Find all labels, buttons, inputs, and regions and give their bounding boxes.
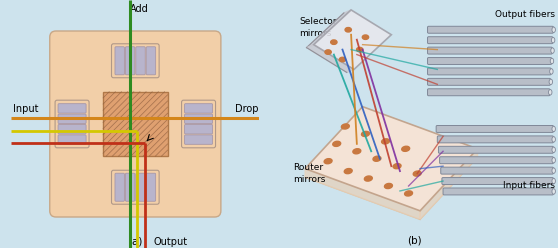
Ellipse shape: [405, 191, 412, 196]
Text: Selector
mirrors: Selector mirrors: [300, 17, 337, 38]
Ellipse shape: [341, 124, 349, 129]
Ellipse shape: [550, 69, 553, 74]
Ellipse shape: [551, 48, 554, 53]
Ellipse shape: [331, 40, 337, 44]
FancyBboxPatch shape: [185, 104, 213, 113]
FancyBboxPatch shape: [126, 173, 135, 201]
Ellipse shape: [552, 168, 555, 173]
FancyBboxPatch shape: [427, 47, 552, 54]
Ellipse shape: [382, 139, 389, 144]
FancyBboxPatch shape: [112, 170, 159, 204]
FancyBboxPatch shape: [126, 47, 135, 75]
FancyBboxPatch shape: [58, 104, 86, 113]
FancyBboxPatch shape: [437, 136, 554, 143]
Text: Router
mirrors: Router mirrors: [294, 163, 326, 184]
FancyBboxPatch shape: [442, 178, 554, 185]
Ellipse shape: [353, 149, 361, 154]
Polygon shape: [305, 169, 420, 219]
Ellipse shape: [373, 156, 381, 161]
Polygon shape: [306, 45, 354, 72]
FancyBboxPatch shape: [439, 146, 554, 153]
Ellipse shape: [402, 146, 410, 151]
FancyBboxPatch shape: [58, 124, 86, 134]
Ellipse shape: [362, 131, 369, 136]
FancyBboxPatch shape: [58, 114, 86, 124]
Ellipse shape: [552, 27, 555, 32]
FancyBboxPatch shape: [112, 44, 159, 78]
Ellipse shape: [549, 90, 552, 95]
Ellipse shape: [325, 50, 331, 54]
FancyBboxPatch shape: [146, 47, 156, 75]
FancyBboxPatch shape: [427, 58, 552, 64]
FancyBboxPatch shape: [427, 89, 550, 96]
Polygon shape: [306, 10, 351, 48]
Text: Drop: Drop: [234, 104, 258, 114]
Polygon shape: [420, 149, 478, 219]
FancyBboxPatch shape: [115, 47, 124, 75]
Text: Input fibers: Input fibers: [503, 182, 555, 190]
FancyBboxPatch shape: [136, 173, 145, 201]
FancyBboxPatch shape: [185, 124, 213, 134]
FancyBboxPatch shape: [136, 47, 145, 75]
FancyBboxPatch shape: [181, 100, 215, 148]
Ellipse shape: [549, 79, 552, 85]
Ellipse shape: [345, 28, 352, 32]
Text: Output fibers: Output fibers: [495, 10, 555, 19]
FancyBboxPatch shape: [443, 188, 554, 195]
Ellipse shape: [384, 184, 392, 188]
FancyBboxPatch shape: [427, 26, 554, 33]
FancyBboxPatch shape: [427, 78, 551, 85]
Ellipse shape: [324, 159, 332, 164]
Ellipse shape: [552, 189, 555, 194]
FancyBboxPatch shape: [436, 125, 554, 132]
Polygon shape: [314, 10, 391, 69]
FancyBboxPatch shape: [50, 31, 221, 217]
Text: Input: Input: [13, 104, 38, 114]
FancyBboxPatch shape: [427, 68, 551, 75]
Ellipse shape: [339, 57, 345, 62]
FancyBboxPatch shape: [440, 157, 554, 164]
Bar: [103, 92, 167, 156]
Ellipse shape: [551, 37, 555, 43]
Ellipse shape: [552, 157, 555, 163]
FancyBboxPatch shape: [185, 135, 213, 144]
Ellipse shape: [552, 126, 555, 132]
Ellipse shape: [552, 147, 555, 153]
FancyBboxPatch shape: [185, 114, 213, 124]
FancyBboxPatch shape: [146, 173, 156, 201]
Ellipse shape: [357, 47, 363, 52]
Text: (a): (a): [128, 236, 142, 246]
Text: Add: Add: [129, 4, 148, 14]
Polygon shape: [305, 107, 478, 211]
Ellipse shape: [393, 164, 401, 169]
Ellipse shape: [552, 137, 555, 142]
FancyBboxPatch shape: [55, 100, 89, 148]
FancyBboxPatch shape: [58, 135, 86, 144]
Ellipse shape: [413, 171, 421, 176]
FancyBboxPatch shape: [115, 173, 124, 201]
Ellipse shape: [552, 178, 555, 184]
Ellipse shape: [550, 58, 554, 64]
Ellipse shape: [344, 169, 352, 174]
FancyBboxPatch shape: [441, 167, 554, 174]
Text: Output: Output: [154, 237, 188, 247]
Ellipse shape: [362, 35, 369, 39]
Ellipse shape: [333, 141, 341, 146]
FancyBboxPatch shape: [427, 37, 553, 44]
Ellipse shape: [364, 176, 372, 181]
Text: (b): (b): [407, 235, 422, 245]
